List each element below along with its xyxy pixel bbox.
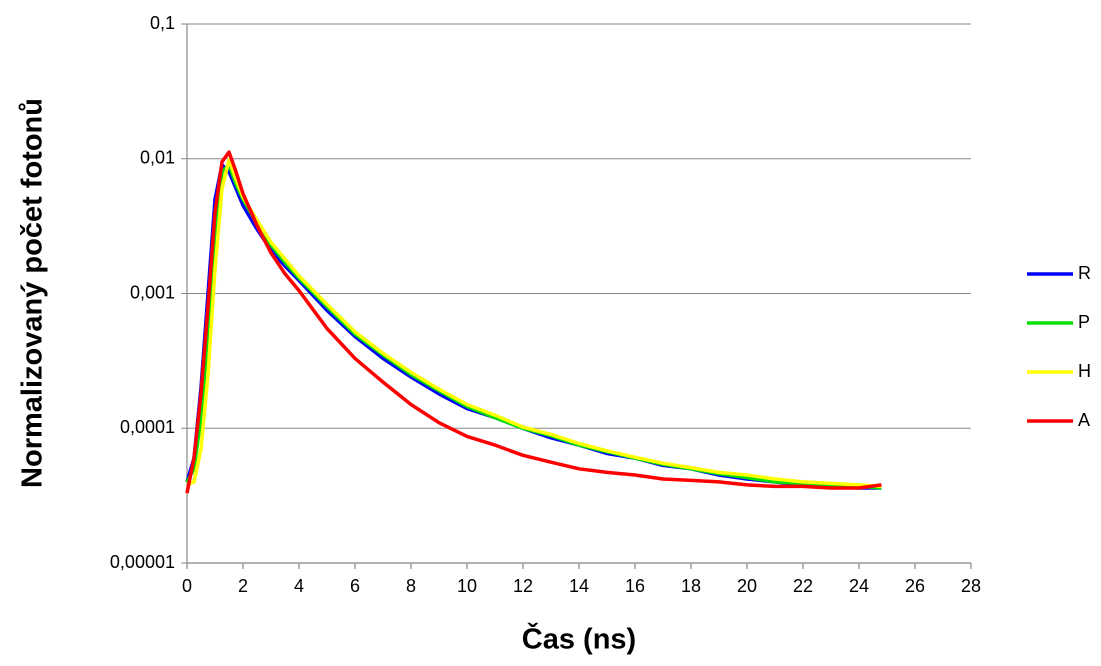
x-tick-label: 14 [569,576,589,596]
x-tick-label: 4 [294,576,304,596]
legend-label: R [1078,263,1091,283]
y-tick-label: 0,01 [140,148,175,168]
x-tick-label: 22 [793,576,813,596]
series-line [185,163,882,490]
x-tick-label: 0 [182,576,192,596]
x-tick-label: 28 [961,576,981,596]
x-tick-label: 26 [905,576,925,596]
y-tick-label: 0,00001 [110,552,175,572]
x-tick-label: 2 [238,576,248,596]
x-tick-label: 6 [350,576,360,596]
series-line [185,150,882,494]
legend-label: H [1078,361,1091,381]
x-axis-title: Čas (ns) [522,622,636,656]
legend-label: A [1078,410,1090,430]
x-tick-label: 12 [513,576,533,596]
y-tick-label: 0,0001 [120,417,175,437]
x-tick-label: 24 [849,576,869,596]
x-tick-label: 16 [625,576,645,596]
x-tick-label: 10 [457,576,477,596]
x-tick-label: 18 [681,576,701,596]
series-line [186,158,882,489]
y-tick-label: 0,001 [130,282,175,302]
legend-label: P [1078,312,1090,332]
x-tick-label: 8 [406,576,416,596]
y-tick-label: 0,1 [150,13,175,33]
y-axis-title: Normalizovaný počet fotonů [17,98,49,488]
series-line [185,163,882,490]
x-tick-label: 20 [737,576,757,596]
